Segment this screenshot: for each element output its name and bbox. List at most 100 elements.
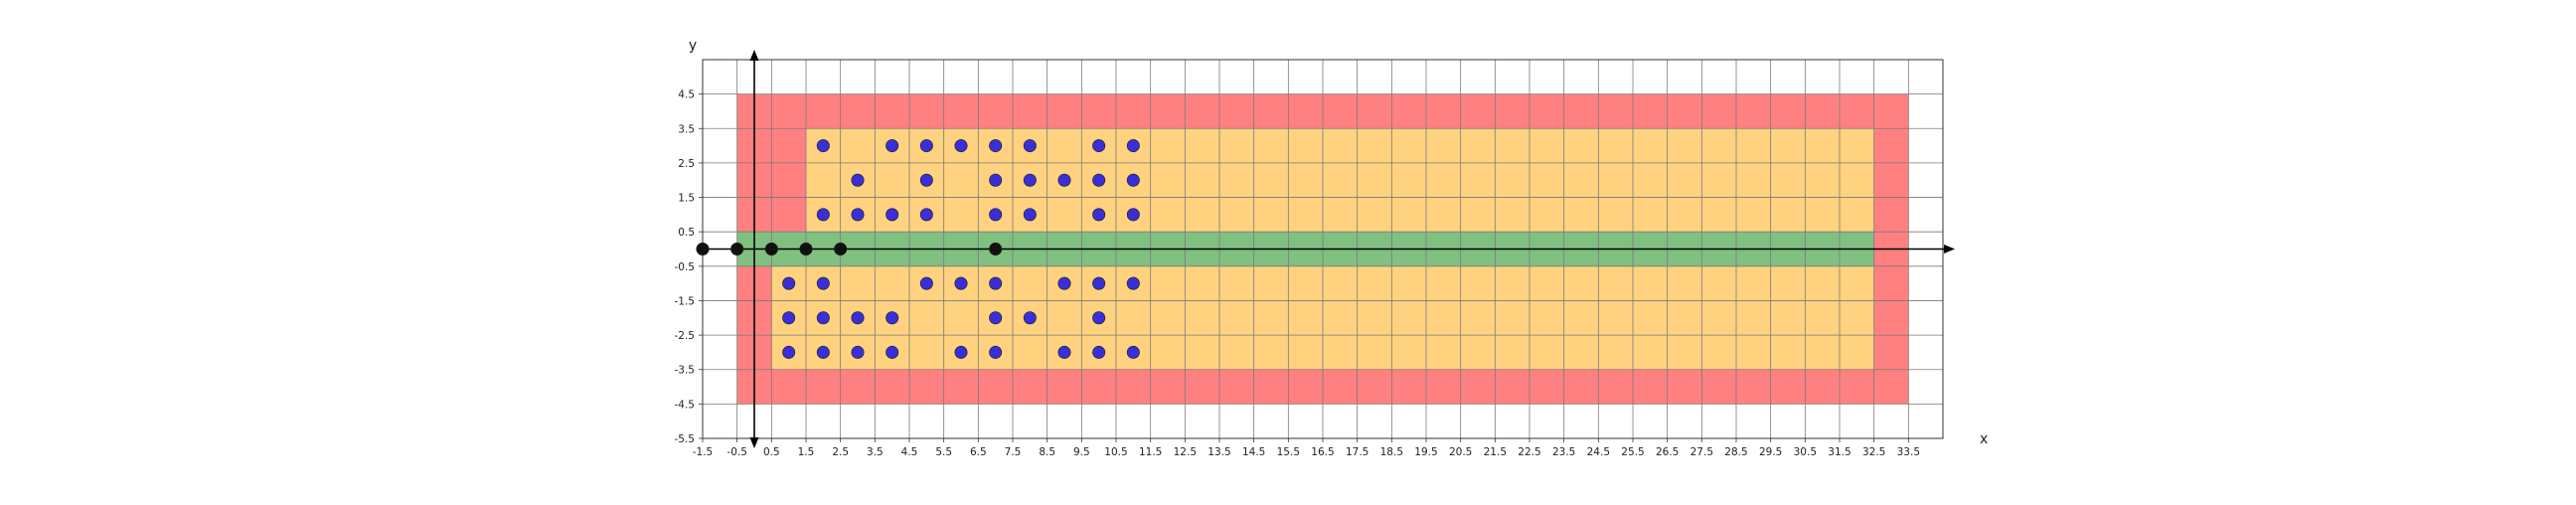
data-point: [1092, 345, 1106, 359]
x-tick-label: 6.5: [970, 446, 987, 458]
x-tick-label: 18.5: [1380, 446, 1403, 458]
data-point: [816, 311, 830, 325]
y-tick-label: -3.5: [675, 365, 696, 377]
data-point: [919, 173, 933, 187]
x-tick-label: 0.5: [763, 446, 780, 458]
data-point: [989, 243, 1003, 256]
x-axis-arrow: [1944, 245, 1955, 253]
data-point: [886, 345, 899, 359]
data-point: [989, 139, 1003, 153]
data-point: [851, 208, 865, 222]
data-point: [919, 208, 933, 222]
data-point: [1092, 173, 1106, 187]
y-tick-label: 1.5: [678, 193, 695, 205]
y-tick-label: 3.5: [678, 123, 695, 135]
data-point: [816, 208, 830, 222]
x-tick-label: 5.5: [935, 446, 952, 458]
data-point: [1023, 173, 1037, 187]
data-point: [1092, 311, 1106, 325]
data-point: [989, 276, 1003, 290]
x-tick-label: 2.5: [832, 446, 849, 458]
data-point: [730, 243, 744, 256]
data-point: [886, 311, 899, 325]
data-point: [1126, 345, 1140, 359]
data-point: [1092, 139, 1106, 153]
y-tick-label: -5.5: [675, 433, 696, 445]
x-tick-label: 15.5: [1277, 446, 1300, 458]
x-tick-label: 1.5: [798, 446, 815, 458]
x-tick-label: 33.5: [1897, 446, 1920, 458]
x-tick-label: -1.5: [693, 446, 714, 458]
data-point: [989, 345, 1003, 359]
x-tick-label: 7.5: [1005, 446, 1022, 458]
data-point: [919, 276, 933, 290]
data-point: [1057, 276, 1071, 290]
data-point: [696, 243, 710, 256]
data-point: [816, 345, 830, 359]
data-point: [954, 139, 968, 153]
y-tick-label: -4.5: [675, 399, 696, 411]
data-point: [1092, 276, 1106, 290]
data-point: [989, 208, 1003, 222]
y-axis-arrow-down: [749, 437, 759, 448]
data-point: [816, 276, 830, 290]
x-tick-label: 8.5: [1039, 446, 1055, 458]
x-tick-label: 21.5: [1484, 446, 1507, 458]
x-tick-label: 25.5: [1621, 446, 1644, 458]
axes-layer: [699, 50, 1955, 448]
y-tick-label: -2.5: [675, 330, 696, 342]
x-tick-label: 30.5: [1794, 446, 1817, 458]
x-tick-label: 4.5: [901, 446, 918, 458]
data-point: [989, 173, 1003, 187]
x-tick-label: 22.5: [1518, 446, 1540, 458]
x-tick-label: 26.5: [1656, 446, 1679, 458]
data-point: [1126, 173, 1140, 187]
data-point: [816, 139, 830, 153]
data-point: [989, 311, 1003, 325]
data-point: [851, 345, 865, 359]
data-point: [782, 276, 796, 290]
x-tick-label: 20.5: [1449, 446, 1472, 458]
x-tick-label: 16.5: [1311, 446, 1334, 458]
data-point: [1126, 276, 1140, 290]
x-tick-label: 17.5: [1346, 446, 1368, 458]
data-point: [1023, 139, 1037, 153]
data-point: [1057, 345, 1071, 359]
y-axis-label: y: [689, 38, 697, 54]
data-point: [1092, 208, 1106, 222]
x-tick-label: 10.5: [1104, 446, 1127, 458]
x-tick-label: -0.5: [726, 446, 747, 458]
x-tick-label: 11.5: [1139, 446, 1162, 458]
y-tick-label: 2.5: [678, 158, 695, 170]
y-tick-label: -0.5: [675, 261, 696, 273]
y-tick-label: -1.5: [675, 295, 696, 307]
data-point: [764, 243, 778, 256]
x-tick-label: 19.5: [1414, 446, 1437, 458]
data-point: [799, 243, 813, 256]
data-point: [954, 345, 968, 359]
data-point: [851, 311, 865, 325]
data-point: [954, 276, 968, 290]
x-tick-label: 27.5: [1690, 446, 1713, 458]
x-tick-label: 9.5: [1073, 446, 1090, 458]
data-point: [886, 139, 899, 153]
y-tick-label: 0.5: [678, 227, 695, 239]
x-tick-label: 24.5: [1587, 446, 1610, 458]
x-tick-label: 12.5: [1174, 446, 1197, 458]
x-tick-label: 3.5: [867, 446, 884, 458]
x-tick-label: 29.5: [1759, 446, 1782, 458]
data-point: [851, 173, 865, 187]
data-point: [1023, 311, 1037, 325]
data-point: [782, 345, 796, 359]
x-tick-label: 32.5: [1862, 446, 1885, 458]
y-axis-arrow-up: [749, 50, 759, 61]
y-tick-label: 4.5: [678, 89, 695, 101]
tick-labels-layer: -1.5 -0.5 0.5 1.5 2.5 3.5 4.5 5.5 6.5 7.5 8.5 9.5 10…: [675, 89, 1921, 458]
x-axis-label: x: [1980, 431, 1988, 447]
region-1: [806, 128, 1874, 233]
data-point: [1023, 208, 1037, 222]
data-point: [919, 139, 933, 153]
x-tick-label: 23.5: [1552, 446, 1575, 458]
data-point: [1126, 139, 1140, 153]
